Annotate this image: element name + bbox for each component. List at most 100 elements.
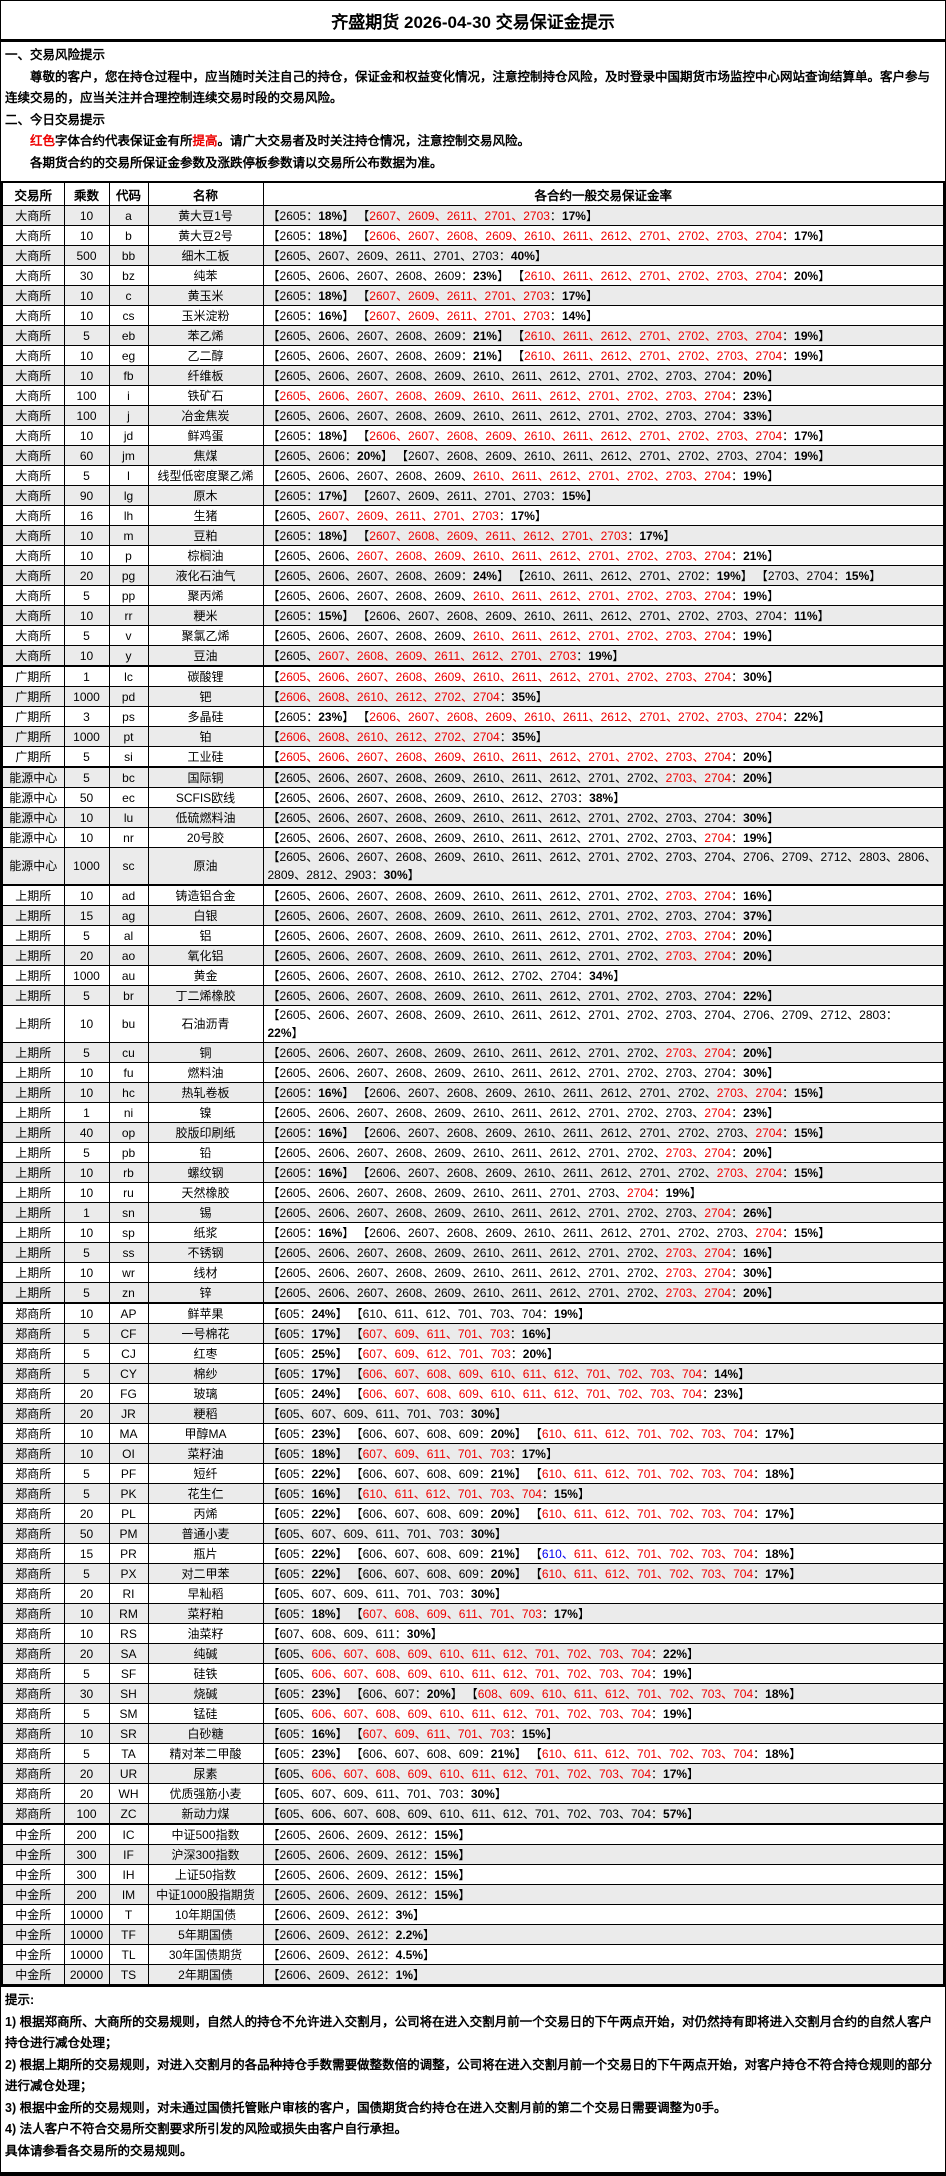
margin-rates-cell: 【2605：15%】 【2606、2607、2608、2609、2610、2611… bbox=[262, 605, 945, 626]
multiplier-cell: 20 bbox=[63, 1503, 110, 1524]
table-row: 中金所 10000 TF 5年期国债 【2606、2609、2612：2.2%】 bbox=[1, 1924, 945, 1945]
name-cell: 聚丙烯 bbox=[147, 585, 264, 606]
col-header-name: 名称 bbox=[147, 181, 264, 206]
table-row: 郑商所 20 PL 丙烯 【605：22%】 【606、607、608、609：20%】【… bbox=[1, 1503, 945, 1524]
contract-group: 【605：22%】 bbox=[267, 1546, 348, 1561]
name-cell: 油菜籽 bbox=[147, 1623, 264, 1644]
table-row: 上期所 10 wr 线材 【2605、2606、2607、2608、2609、2610、… bbox=[1, 1262, 945, 1283]
margin-rates-cell: 【2605：16%】 【2606、2607、2608、2609、2610、2611… bbox=[262, 1082, 945, 1103]
name-cell: 普通小麦 bbox=[147, 1523, 264, 1544]
table-row: 郑商所 20 FG 玻璃 【605：24%】 【606、607、608、609、610、6… bbox=[1, 1383, 945, 1404]
margin-rates-cell: 【605、607、609、611、701、703：30%】 bbox=[262, 1783, 945, 1804]
contract-group: 【605、606、607、608、609、610、611、612、701、702… bbox=[267, 1666, 700, 1681]
table-row: 能源中心 10 lu 低硫燃料油 【2605、2606、2607、2608、2609、2… bbox=[1, 807, 945, 828]
multiplier-cell: 20 bbox=[63, 1763, 110, 1784]
contract-group: 【610、611、612、701、702、703、704：18%】 bbox=[535, 1466, 802, 1481]
margin-rates-cell: 【605：22%】 【606、607、608、609：20%】 【610、611、6… bbox=[262, 1563, 945, 1584]
contract-group: 【2605：18%】 bbox=[267, 228, 355, 243]
margin-rates-cell: 【2605、2606、2607、2608、2609、2610、2611、2612… bbox=[262, 1042, 945, 1063]
table-row: 郑商所 20 UR 尿素 【605、606、607、608、609、610、611、61… bbox=[1, 1763, 945, 1784]
contract-group: 【2606、2607、2608、2609、2610、2611、2612、2701… bbox=[363, 709, 831, 724]
name-cell: 短纤 bbox=[147, 1463, 264, 1484]
note-item: 1) 根据郑商所、大商所的交易规则，自然人的持仓不允许进入交割月，公司将在进入交… bbox=[5, 2014, 933, 2051]
code-cell: PK bbox=[108, 1483, 149, 1504]
contract-group: 【2605、2606、2607、2608、2609、2610、2611、2701… bbox=[267, 1185, 702, 1200]
multiplier-cell: 20 bbox=[63, 1643, 110, 1664]
table-row: 能源中心 5 bc 国际铜 【2605、2606、2607、2608、2609、2610… bbox=[1, 766, 945, 788]
table-row: 大商所 10 eg 乙二醇 【2605、2606、2607、2608、2609：21%】… bbox=[1, 345, 945, 366]
margin-rates-cell: 【605：17%】 【606、607、608、609、610、611、612、70… bbox=[262, 1363, 945, 1384]
margin-rates-cell: 【605：24%】 【610、611、612、701、703、704：19%】 bbox=[262, 1302, 945, 1324]
code-cell: TS bbox=[108, 1964, 149, 1986]
contract-group: 【610、611、612、701、702、703、704：18%】 bbox=[535, 1546, 802, 1561]
table-row: 郑商所 5 CF 一号棉花 【605：17%】 【607、609、611、701、703：… bbox=[1, 1323, 945, 1344]
contract-group: 【605、606、607、608、609、610、611、612、701、702… bbox=[267, 1766, 700, 1781]
contract-group: 【2606、2607、2608、2609、2610、2611、2612、2701… bbox=[363, 1085, 831, 1100]
contract-group: 【605、607、609、611、701、703：30%】 bbox=[267, 1526, 507, 1541]
table-row: 上期所 5 al 铝【2605、2606、2607、2608、2609、2610、26… bbox=[1, 925, 945, 946]
exchange-cell: 大商所 bbox=[1, 525, 65, 546]
name-cell: 石油沥青 bbox=[147, 1005, 264, 1043]
contract-group: 【2605、2606、2607、2608、2609、2610、2611、2612… bbox=[267, 1245, 780, 1260]
code-cell: SA bbox=[108, 1643, 149, 1664]
name-cell: 铅 bbox=[147, 1142, 264, 1163]
name-cell: 30年国债期货 bbox=[147, 1944, 264, 1965]
exchange-cell: 郑商所 bbox=[1, 1683, 65, 1704]
note-item: 4) 法人客户不符合交易所交割要求所引发的风险或损失由客户自行承担。 bbox=[5, 2122, 408, 2136]
margin-rates-cell: 【2605、2606、2607、2608、2609、2610、2611、2612… bbox=[262, 925, 945, 946]
name-cell: 焦煤 bbox=[147, 445, 264, 466]
name-cell: 中证1000股指期货 bbox=[147, 1884, 264, 1905]
exchange-cell: 大商所 bbox=[1, 645, 65, 667]
name-cell: 氧化铝 bbox=[147, 945, 264, 966]
multiplier-cell: 20 bbox=[63, 565, 110, 586]
exchange-cell: 上期所 bbox=[1, 1042, 65, 1063]
margin-rates-cell: 【2605、2606、2609、2612：15%】 bbox=[262, 1844, 945, 1865]
margin-rates-cell: 【2605、2606、2607、2608、2609、2610、2611、2612… bbox=[262, 1202, 945, 1223]
contract-group: 【2605、2606、2607、2608、2609：24%】 bbox=[267, 568, 510, 583]
table-row: 大商所 5 v 聚氯乙烯 【2605、2606、2607、2608、2609、2610、… bbox=[1, 625, 945, 646]
multiplier-cell: 5 bbox=[63, 1363, 110, 1384]
contract-group: 【2605、2607、2609、2611、2701、2703：17%】 bbox=[267, 508, 547, 523]
multiplier-cell: 30 bbox=[63, 1683, 110, 1704]
name-cell: 镍 bbox=[147, 1102, 264, 1123]
margin-rates-cell: 【605：23%】 【606、607、608、609：21%】 【610、611、6… bbox=[262, 1743, 945, 1764]
contract-group: 【605：23%】 bbox=[267, 1746, 348, 1761]
margin-rates-cell: 【605：16%】 【610、611、612、701、703、704：15%】 bbox=[262, 1483, 945, 1504]
table-row: 中金所 20000 TS 2年期国债 【2606、2609、2612：1%】 bbox=[1, 1964, 945, 1986]
table-row: 大商所 10 y 豆油 【2605、2607、2608、2609、2611、2612、2… bbox=[1, 645, 945, 667]
name-cell: 工业硅 bbox=[147, 746, 264, 768]
code-cell: ag bbox=[108, 905, 149, 926]
table-row: 郑商所 5 SF 硅铁 【605、606、607、608、609、610、611、612… bbox=[1, 1663, 945, 1684]
name-cell: 菜籽油 bbox=[147, 1443, 264, 1464]
exchange-cell: 大商所 bbox=[1, 485, 65, 506]
margin-rates-cell: 【2606、2609、2612：4.5%】 bbox=[262, 1944, 945, 1965]
margin-rates-cell: 【605：23%】 【606、607、608、609：20%】 【610、611、6… bbox=[262, 1423, 945, 1444]
margin-table: 交易所 乘数 代码 名称 各合约一般交易保证金率 大商所 10 a 黄大豆1号 【260… bbox=[1, 181, 945, 1986]
table-row: 郑商所 10 OI 菜籽油 【605：18%】 【607、609、611、701、703：… bbox=[1, 1443, 945, 1464]
margin-rates-cell: 【2605、2606、2607、2608、2610、2612、2702、2704… bbox=[262, 965, 945, 986]
table-row: 大商所 10 c 黄玉米 【2605：18%】 【2607、2609、2611、2701、… bbox=[1, 285, 945, 306]
multiplier-cell: 90 bbox=[63, 485, 110, 506]
name-cell: 铂 bbox=[147, 726, 264, 747]
contract-group: 【2605、2606、2607、2608、2609、2610、2611、2612… bbox=[267, 548, 780, 563]
contract-group: 【606、607：20%】 bbox=[356, 1686, 463, 1701]
code-cell: si bbox=[108, 746, 149, 768]
table-row: 大商所 500 bb 细木工板 【2605、2607、2609、2611、2701、27… bbox=[1, 245, 945, 266]
table-row: 上期所 5 zn 锌【2605、2606、2607、2608、2609、2610、26… bbox=[1, 1282, 945, 1304]
margin-rates-cell: 【2605、2606、2607、2608、2609、2610、2611、2612… bbox=[262, 1102, 945, 1123]
exchange-cell: 广期所 bbox=[1, 706, 65, 727]
exchange-cell: 广期所 bbox=[1, 746, 65, 768]
multiplier-cell: 5 bbox=[63, 1483, 110, 1504]
exchange-cell: 大商所 bbox=[1, 565, 65, 586]
contract-group: 【605：17%】 bbox=[267, 1366, 348, 1381]
name-cell: 原油 bbox=[147, 847, 264, 886]
multiplier-cell: 10 bbox=[63, 545, 110, 566]
multiplier-cell: 10 bbox=[63, 1423, 110, 1444]
code-cell: bb bbox=[108, 245, 149, 266]
margin-rates-cell: 【2605、2606、2607、2608、2609、2610、2611、2612… bbox=[262, 465, 945, 486]
exchange-cell: 郑商所 bbox=[1, 1302, 65, 1324]
contract-group: 【610、611、612、701、703、704：19%】 bbox=[356, 1306, 590, 1321]
margin-rates-cell: 【2605、2606、2607、2608、2609、2610、2612、2703… bbox=[262, 787, 945, 808]
code-cell: TL bbox=[108, 1944, 149, 1965]
code-cell: eg bbox=[108, 345, 149, 366]
